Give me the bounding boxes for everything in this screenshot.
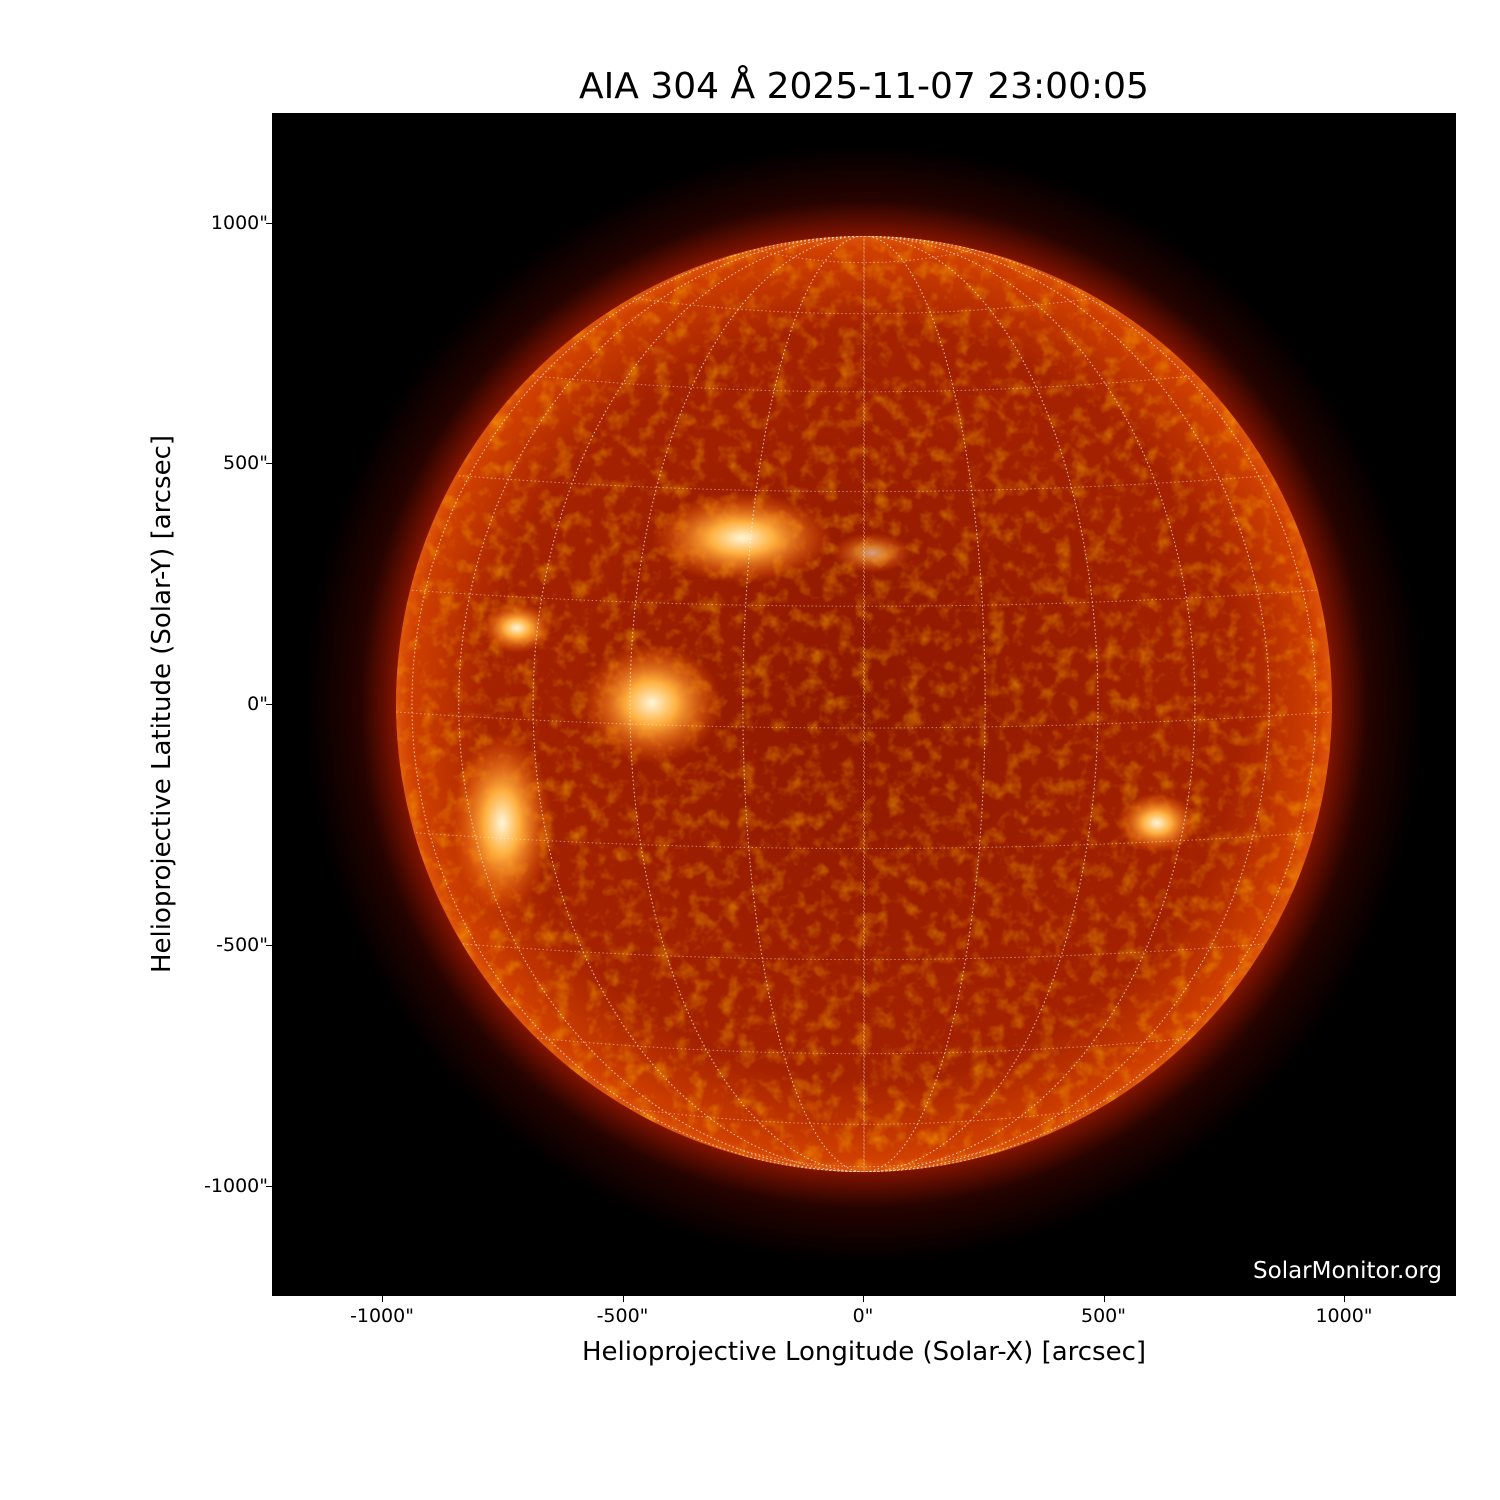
x-tick-label: 1000" [1315,1305,1373,1327]
latitude-line [533,1037,1195,1055]
active-region [1117,793,1197,853]
x-tick-label: -500" [596,1305,649,1327]
x-tick [863,1296,864,1302]
active-region [652,493,832,583]
x-tick [382,1296,383,1302]
latitude-line [533,375,1195,393]
latitude-line [411,832,1317,849]
meridian-line [863,236,865,1172]
y-tick-label: 1000" [210,211,268,234]
meridian-line [411,236,1317,1172]
y-tick-label: -500" [216,933,268,956]
x-tick [622,1296,624,1302]
latitude-line [629,1107,1099,1125]
y-tick [266,1185,272,1187]
solar-image: SolarMonitor.org [272,113,1456,1296]
meridian-line [742,236,986,1172]
y-tick [266,222,272,224]
sun-disk-svg [304,144,1424,1264]
latitude-line [411,589,1317,607]
meridian-line [742,236,986,1172]
active-region [482,603,552,653]
x-axis-label: Helioprojective Longitude (Solar-X) [arc… [581,1337,1147,1367]
meridian-line [629,236,1099,1172]
x-tick-label: 500" [1080,1305,1127,1327]
meridian-line [458,236,1270,1172]
meridian-line [458,236,1270,1172]
y-axis-label: Helioprojective Latitude (Solar-Y) [arcs… [147,434,177,974]
active-region [832,533,912,573]
active-region [582,643,722,763]
y-tick [266,463,272,465]
watermark: SolarMonitor.org [1253,1258,1442,1284]
y-tick [266,704,272,705]
x-tick-label: -1000" [350,1305,414,1327]
latitude-line [629,297,1099,315]
x-tick [1103,1296,1105,1302]
meridian-line [411,236,1317,1172]
y-tick [266,944,272,946]
x-tick-label: 0" [852,1305,874,1327]
y-tick-label: 500" [222,452,268,475]
latitude-line [458,475,1270,493]
latitude-line [396,711,1332,729]
latitude-line [458,943,1270,961]
x-tick [1344,1296,1345,1302]
meridian-line [629,236,1099,1172]
y-tick-label: -1000" [204,1174,268,1197]
plot-title: AIA 304 Å 2025-11-07 23:00:05 [579,66,1149,107]
active-region [452,733,552,913]
texture [396,236,1332,1172]
y-tick-label: 0" [247,693,268,715]
